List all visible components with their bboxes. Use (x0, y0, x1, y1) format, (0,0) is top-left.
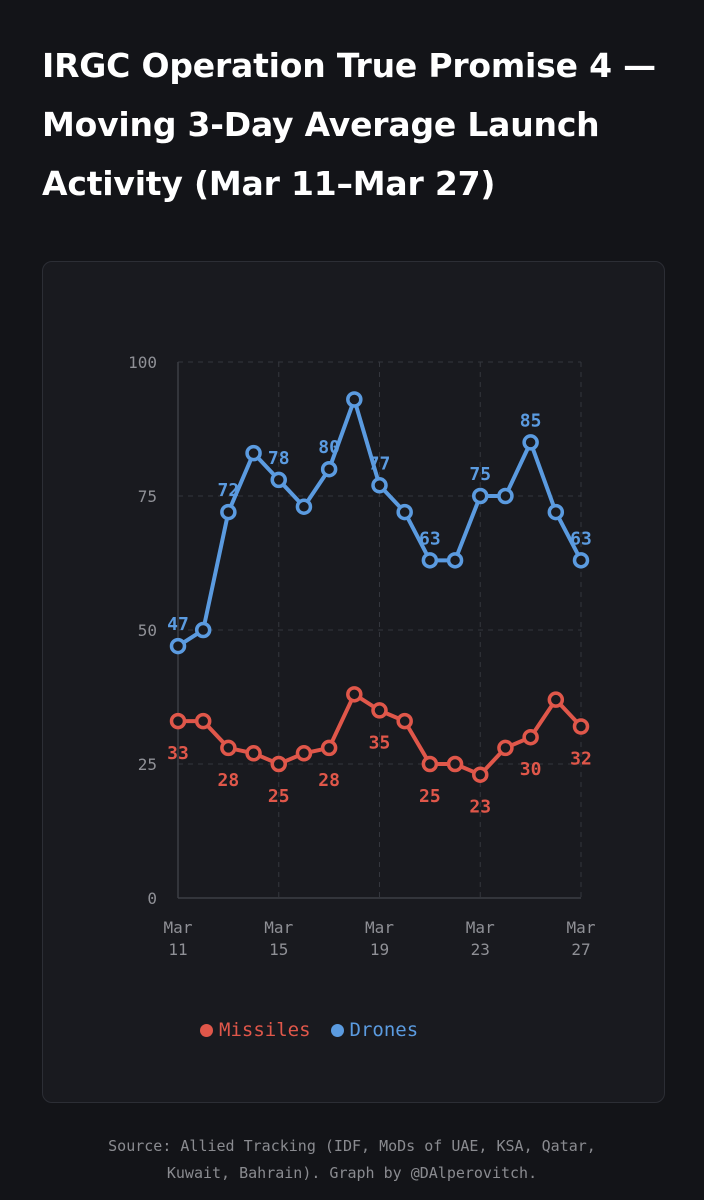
source-note: Source: Allied Tracking (IDF, MoDs of UA… (0, 1133, 704, 1187)
x-tick-label-date: 15 (269, 940, 288, 959)
drones-point (270, 471, 287, 489)
x-tick-label-date: 19 (370, 940, 389, 959)
missiles-point (446, 755, 464, 773)
missiles-dot-icon (200, 1023, 213, 1037)
missiles-point (572, 718, 590, 735)
missiles-data-label: 23 (469, 797, 491, 818)
missiles-data-label: 32 (570, 748, 592, 769)
drones-data-label: 78 (268, 448, 290, 469)
missiles-point (547, 691, 565, 708)
x-tick-label-month: Mar (164, 918, 193, 937)
x-tick-label-month: Mar (466, 918, 495, 937)
missiles-point (421, 755, 439, 773)
drones-point (522, 434, 539, 451)
x-tick-label-month: Mar (567, 918, 596, 937)
missiles-point (270, 755, 287, 773)
chart-legend: Missiles Drones (200, 1019, 438, 1041)
y-tick-label: 0 (147, 889, 157, 908)
missiles-data-label: 25 (419, 786, 441, 807)
drones-data-label: 47 (167, 614, 189, 635)
source-line: Source: Allied Tracking (IDF, MoDs of UA… (108, 1137, 596, 1155)
drones-point (169, 637, 187, 655)
drones-point (547, 503, 565, 521)
missiles-point (169, 712, 187, 730)
x-tick-label-month: Mar (264, 918, 293, 937)
missiles-data-label: 35 (369, 732, 391, 753)
missiles-point (497, 739, 514, 757)
missiles-point (371, 702, 388, 719)
drones-point (245, 444, 262, 462)
title-line: Activity (Mar 11–Mar 27) (42, 164, 496, 203)
legend-item-missiles[interactable]: Missiles (200, 1019, 311, 1041)
legend-label-missiles: Missiles (219, 1019, 311, 1041)
y-tick-label: 75 (138, 487, 157, 506)
drones-point (572, 552, 590, 569)
drones-data-label: 80 (318, 437, 340, 458)
missiles-data-label: 28 (318, 770, 340, 791)
missiles-point (472, 766, 489, 783)
y-tick-label: 50 (138, 621, 157, 640)
drones-point (194, 621, 212, 639)
x-tick-label-date: 11 (168, 940, 187, 959)
missiles-data-label: 28 (218, 770, 240, 791)
missiles-data-label: 33 (167, 743, 189, 764)
y-tick-label: 25 (138, 755, 157, 774)
x-tick-label-month: Mar (365, 918, 394, 937)
missiles-point (522, 728, 539, 746)
title-line: IRGC Operation True Promise 4 — (42, 46, 656, 85)
drones-point (497, 487, 514, 505)
drones-data-label: 75 (469, 464, 491, 485)
missiles-point (396, 712, 413, 730)
title-line: Moving 3-Day Average Launch (42, 105, 600, 144)
drones-dot-icon (330, 1023, 344, 1037)
missiles-point (245, 745, 262, 762)
missiles-data-label: 25 (268, 786, 290, 807)
drones-data-label: 85 (520, 410, 542, 431)
legend-item-drones[interactable]: Drones (330, 1019, 419, 1041)
x-tick-label-date: 27 (571, 940, 590, 959)
drones-point (320, 460, 338, 478)
legend-label-drones: Drones (349, 1019, 419, 1041)
drones-point (446, 552, 464, 569)
x-tick-label-date: 23 (471, 940, 490, 959)
y-tick-label: 100 (128, 353, 157, 372)
chart-title: IRGC Operation True Promise 4 — Moving 3… (42, 36, 682, 213)
missiles-data-label: 30 (520, 759, 542, 780)
missiles-point (320, 739, 338, 757)
drones-point (295, 498, 313, 515)
missiles-point (194, 712, 212, 730)
drones-point (371, 477, 388, 494)
drones-data-label: 72 (218, 480, 240, 501)
missiles-point (220, 739, 237, 757)
drones-point (396, 503, 413, 521)
drones-data-label: 63 (419, 528, 441, 549)
drones-point (220, 503, 237, 521)
missiles-point (295, 745, 313, 762)
drones-point (472, 487, 489, 505)
drones-data-label: 77 (369, 453, 391, 474)
missiles-point (346, 686, 363, 703)
drones-point (421, 552, 439, 569)
drones-point (346, 391, 363, 408)
source-line: Kuwait, Bahrain). Graph by @DAlperovitch… (166, 1164, 538, 1182)
drones-data-label: 63 (570, 528, 592, 549)
